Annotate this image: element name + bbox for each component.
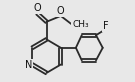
Text: F: F [103,21,108,31]
Text: CH₃: CH₃ [72,20,89,29]
Text: O: O [72,19,79,29]
Text: N: N [25,60,32,70]
Text: O: O [57,6,65,16]
Text: O: O [33,3,41,13]
